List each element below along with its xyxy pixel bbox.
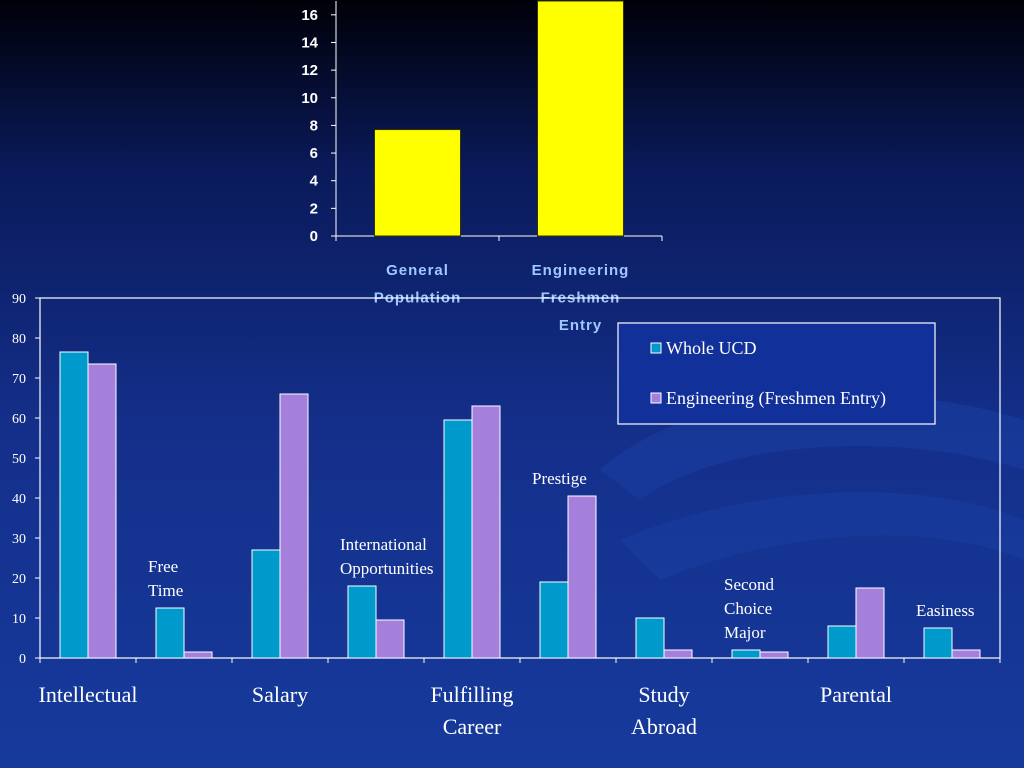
bottom-y-tick-label: 60 bbox=[12, 412, 26, 427]
bar-engineering bbox=[759, 651, 789, 659]
top-y-tick-label: 12 bbox=[301, 62, 318, 79]
bar-whole-ucd bbox=[251, 549, 281, 659]
bar-whole-ucd bbox=[155, 607, 185, 659]
legend-swatch bbox=[650, 342, 662, 354]
bar-engineering bbox=[951, 649, 981, 659]
top-category-label: General Population bbox=[374, 262, 462, 307]
inline-category-label: Free Time bbox=[148, 557, 183, 600]
top-y-tick-label: 2 bbox=[310, 200, 318, 217]
inline-category-label: Second Choice Major bbox=[724, 575, 775, 642]
bar-whole-ucd bbox=[827, 625, 857, 659]
top-y-tick-label: 8 bbox=[310, 117, 318, 134]
bar-whole-ucd bbox=[347, 585, 377, 659]
legend-label: Engineering (Freshmen Entry) bbox=[666, 388, 886, 409]
top-y-tick-label: 0 bbox=[310, 228, 318, 245]
bottom-y-tick-label: 90 bbox=[12, 292, 26, 307]
legend-box bbox=[617, 322, 936, 425]
inline-category-label: International Opportunities bbox=[340, 535, 434, 578]
inline-category-label: Prestige bbox=[532, 469, 587, 488]
bar-engineering bbox=[471, 405, 501, 659]
bottom-y-tick-label: 20 bbox=[12, 572, 26, 587]
bottom-y-tick-label: 50 bbox=[12, 452, 26, 467]
bar-whole-ucd bbox=[539, 581, 569, 659]
bar-engineering bbox=[663, 649, 693, 659]
bottom-y-tick-label: 0 bbox=[19, 652, 26, 667]
bar-engineering bbox=[183, 651, 213, 659]
bottom-y-tick-label: 30 bbox=[12, 532, 26, 547]
bar-engineering bbox=[567, 495, 597, 659]
top-y-tick-label: 10 bbox=[301, 90, 318, 107]
bottom-category-label: Salary bbox=[252, 682, 308, 707]
bar-whole-ucd bbox=[635, 617, 665, 659]
legend-label: Whole UCD bbox=[666, 338, 756, 358]
bar-whole-ucd bbox=[923, 627, 953, 659]
bar-whole-ucd bbox=[59, 351, 89, 659]
bar-whole-ucd bbox=[443, 419, 473, 659]
top-bar bbox=[374, 129, 461, 237]
top-y-tick-label: 14 bbox=[301, 34, 318, 51]
top-y-tick-label: 16 bbox=[301, 7, 318, 24]
bar-engineering bbox=[87, 363, 117, 659]
top-y-tick-label: 4 bbox=[310, 173, 319, 190]
inline-category-label: Easiness bbox=[916, 601, 975, 620]
bottom-bar-chart: 0 10 20 30 40 50 60 70 80 90 Intellectual Salary Ful… bbox=[12, 292, 1001, 739]
top-y-tick-label: 6 bbox=[310, 145, 318, 162]
bottom-category-label: Study Abroad bbox=[631, 682, 697, 739]
bottom-category-label: Parental bbox=[820, 682, 892, 707]
bar-whole-ucd bbox=[731, 649, 761, 659]
bar-engineering bbox=[279, 393, 309, 659]
legend-swatch bbox=[650, 392, 662, 404]
bottom-category-label: Fulfilling Career bbox=[430, 682, 513, 739]
bottom-y-tick-label: 40 bbox=[12, 492, 26, 507]
bar-engineering bbox=[375, 619, 405, 659]
bar-engineering bbox=[855, 587, 885, 659]
bottom-category-label: Intellectual bbox=[39, 682, 138, 707]
bottom-y-tick-label: 10 bbox=[12, 612, 26, 627]
bottom-y-tick-label: 80 bbox=[12, 332, 26, 347]
top-bar bbox=[537, 0, 624, 237]
bottom-y-tick-label: 70 bbox=[12, 372, 26, 387]
